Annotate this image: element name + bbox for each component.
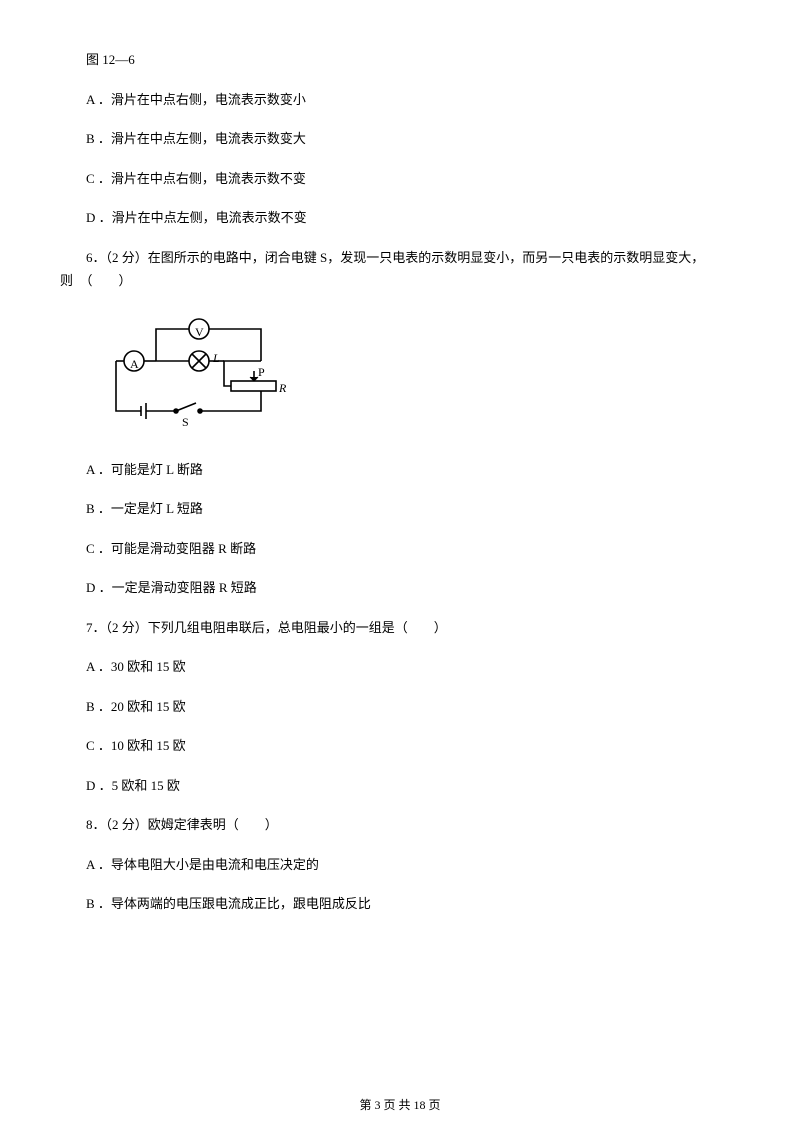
q5-option-d: D ．滑片在中点左侧，电流表示数不变 xyxy=(60,208,740,228)
q5-option-a: A ．滑片在中点右侧，电流表示数变小 xyxy=(60,90,740,110)
q8-stem: 8．（2 分）欧姆定律表明（ ） xyxy=(60,815,740,835)
q7-option-b: B ．20 欧和 15 欧 xyxy=(60,697,740,717)
q6-option-d: D ．一定是滑动变阻器 R 短路 xyxy=(60,578,740,598)
lamp-label: L xyxy=(213,349,220,367)
page-footer: 第 3 页 共 18 页 xyxy=(0,1096,800,1114)
q6-option-c: C ．可能是滑动变阻器 R 断路 xyxy=(60,539,740,559)
q6-option-b: B ．一定是灯 L 短路 xyxy=(60,499,740,519)
q7-option-d: D ．5 欧和 15 欧 xyxy=(60,776,740,796)
q5-option-b: B ．滑片在中点左侧，电流表示数变大 xyxy=(60,129,740,149)
q6-circuit-diagram: V A L S P R xyxy=(96,311,286,436)
q7-option-a: A ．30 欧和 15 欧 xyxy=(60,657,740,677)
q5-option-c: C ．滑片在中点右侧，电流表示数不变 xyxy=(60,169,740,189)
q6-stem-line1: 6．（2 分）在图所示的电路中，闭合电键 S，发现一只电表的示数明显变小，而另一… xyxy=(60,248,740,268)
rheostat-label: R xyxy=(279,379,286,397)
q6-stem: 6．（2 分）在图所示的电路中，闭合电键 S，发现一只电表的示数明显变小，而另一… xyxy=(60,248,740,291)
q7-option-c: C ．10 欧和 15 欧 xyxy=(60,736,740,756)
switch-label: S xyxy=(182,413,189,431)
q6-stem-line2: 则 （ ） xyxy=(60,271,740,291)
q8-option-b: B ．导体两端的电压跟电流成正比，跟电阻成反比 xyxy=(60,894,740,914)
q7-stem: 7．（2 分）下列几组电阻串联后，总电阻最小的一组是（ ） xyxy=(60,618,740,638)
figure-label: 图 12—6 xyxy=(60,50,740,70)
ammeter-label: A xyxy=(130,355,139,373)
q8-option-a: A ．导体电阻大小是由电流和电压决定的 xyxy=(60,855,740,875)
voltmeter-label: V xyxy=(195,323,204,341)
q6-option-a: A ．可能是灯 L 断路 xyxy=(60,460,740,480)
slider-label: P xyxy=(258,363,265,381)
